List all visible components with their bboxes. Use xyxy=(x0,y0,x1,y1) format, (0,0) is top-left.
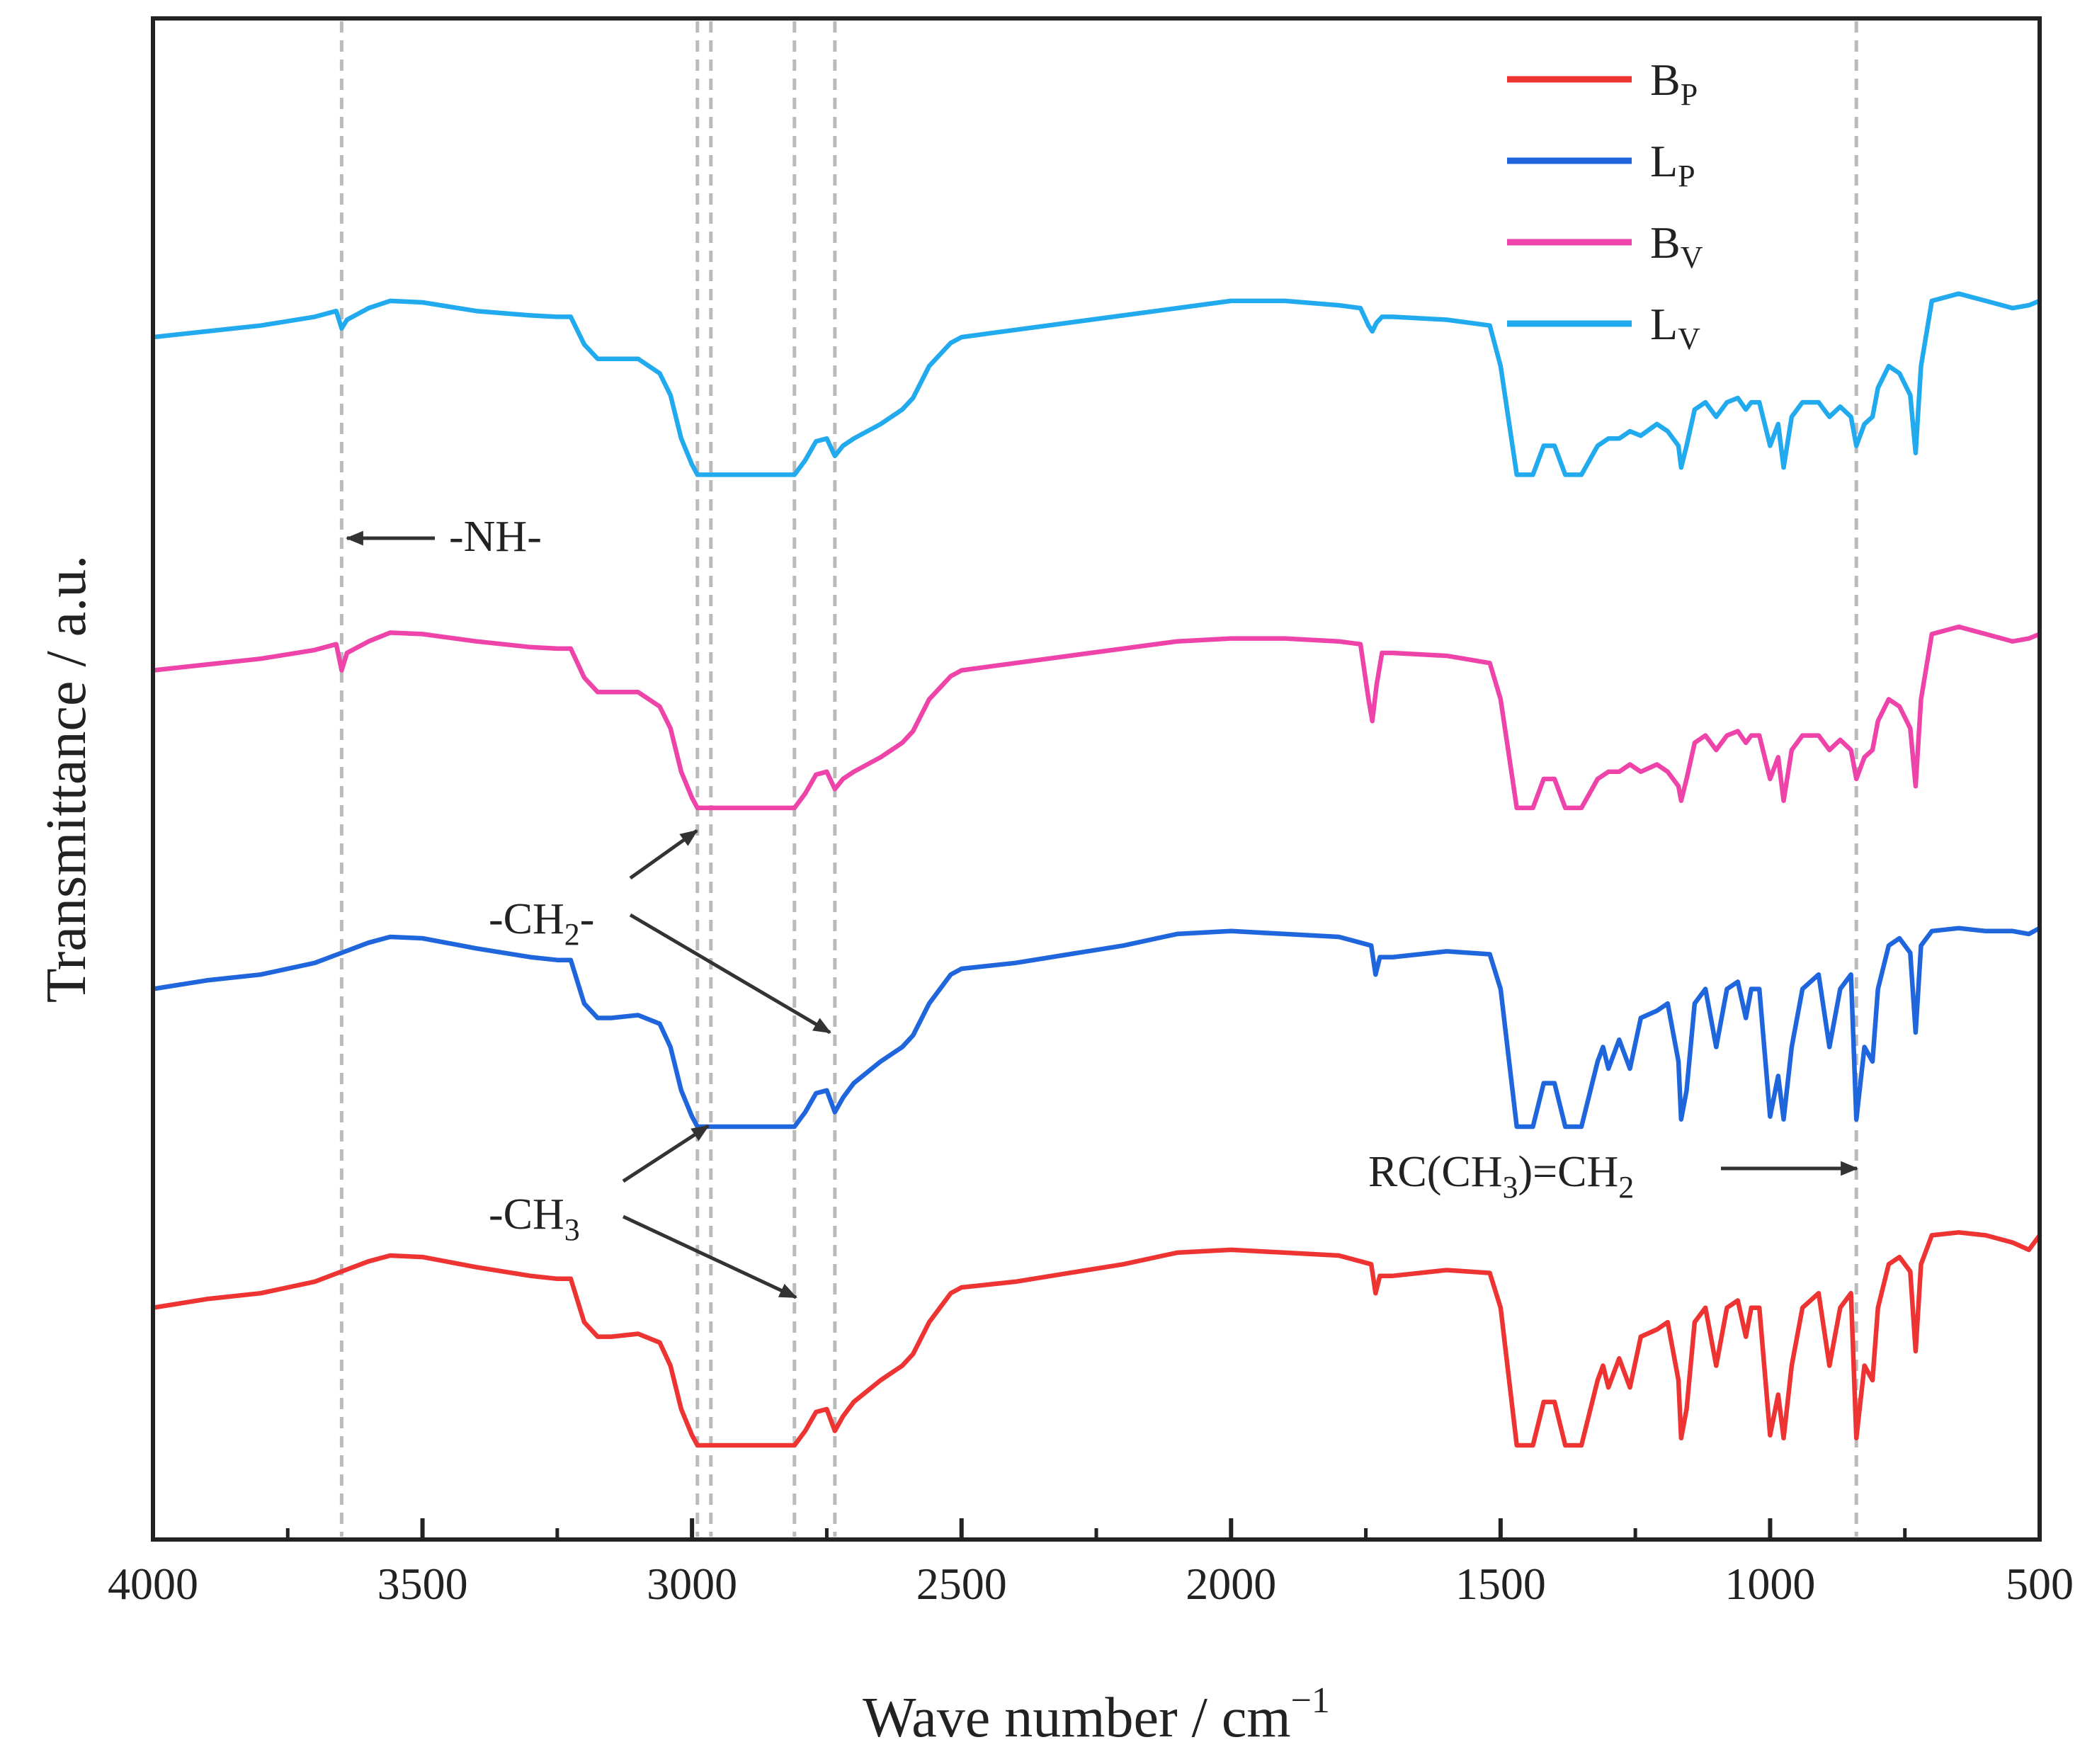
legend-label-4: LV xyxy=(1650,299,1700,356)
series-line-bv xyxy=(150,624,2042,811)
x-axis-ticks xyxy=(151,1518,2042,1540)
legend-label-3: BV xyxy=(1650,217,1703,275)
annotation-arrow-2 xyxy=(629,829,698,880)
x-tick-label-2000: 2000 xyxy=(1186,1559,1276,1609)
annotation-label-1: -NH- xyxy=(449,513,542,561)
series-line-lv xyxy=(150,291,2042,477)
annotation-label-2: -CH2- xyxy=(489,895,594,952)
legend-label-base: L xyxy=(1650,299,1678,349)
annotation-subscript: 2 xyxy=(564,917,580,952)
legend-label-sub: P xyxy=(1681,77,1698,112)
annotation-text: RC(CH xyxy=(1368,1148,1502,1196)
x-axis-title: Wave number / cm−1 xyxy=(863,1680,1330,1749)
x-axis-title-superscript: −1 xyxy=(1291,1680,1330,1721)
x-tick-label-3000: 3000 xyxy=(647,1559,737,1609)
annotation-text: -NH- xyxy=(449,513,542,561)
annotation-label-3: -CH3 xyxy=(489,1190,580,1247)
annotation-text: - xyxy=(580,895,595,943)
annotation-arrow-5 xyxy=(622,1214,797,1299)
legend-label-sub: V xyxy=(1681,240,1703,275)
legend-label-1: BP xyxy=(1650,55,1698,112)
legend-label-base: B xyxy=(1650,55,1681,105)
series-line-lp xyxy=(150,926,2042,1129)
x-tick-label-3500: 3500 xyxy=(377,1559,468,1609)
legend-label-sub: P xyxy=(1678,159,1695,193)
series-layer xyxy=(150,291,2042,1448)
x-tick-label-2500: 2500 xyxy=(916,1559,1007,1609)
annotation-arrows xyxy=(345,530,1859,1299)
annotation-subscript: 3 xyxy=(564,1212,580,1247)
y-axis-title: Transmittance / a.u. xyxy=(35,555,98,1003)
x-axis-title-text: Wave number / cm xyxy=(863,1687,1290,1749)
legend-label-2: LP xyxy=(1650,136,1695,193)
annotation-text: )=CH xyxy=(1518,1148,1618,1196)
x-tick-label-500: 500 xyxy=(2006,1559,2074,1609)
annotation-text: -CH xyxy=(489,1190,564,1239)
x-tick-label-4000: 4000 xyxy=(108,1559,198,1609)
annotation-arrow-3 xyxy=(629,913,831,1035)
legend-label-sub: V xyxy=(1678,321,1700,356)
x-tick-label-1000: 1000 xyxy=(1724,1559,1815,1609)
annotation-label-4: RC(CH3)=CH2 xyxy=(1368,1148,1634,1205)
x-axis-tick-labels: 4000 3500 3000 2500 2000 1500 1000 500 xyxy=(108,1559,2074,1609)
series-line-bp xyxy=(150,1230,2042,1448)
annotation-subscript: 2 xyxy=(1618,1170,1634,1205)
legend-label-base: L xyxy=(1650,136,1678,186)
annotation-text: -CH xyxy=(489,895,564,943)
annotation-arrow-4 xyxy=(622,1124,710,1183)
x-tick-label-1500: 1500 xyxy=(1455,1559,1546,1609)
annotation-subscript: 3 xyxy=(1502,1170,1518,1205)
legend-label-base: B xyxy=(1650,217,1681,268)
